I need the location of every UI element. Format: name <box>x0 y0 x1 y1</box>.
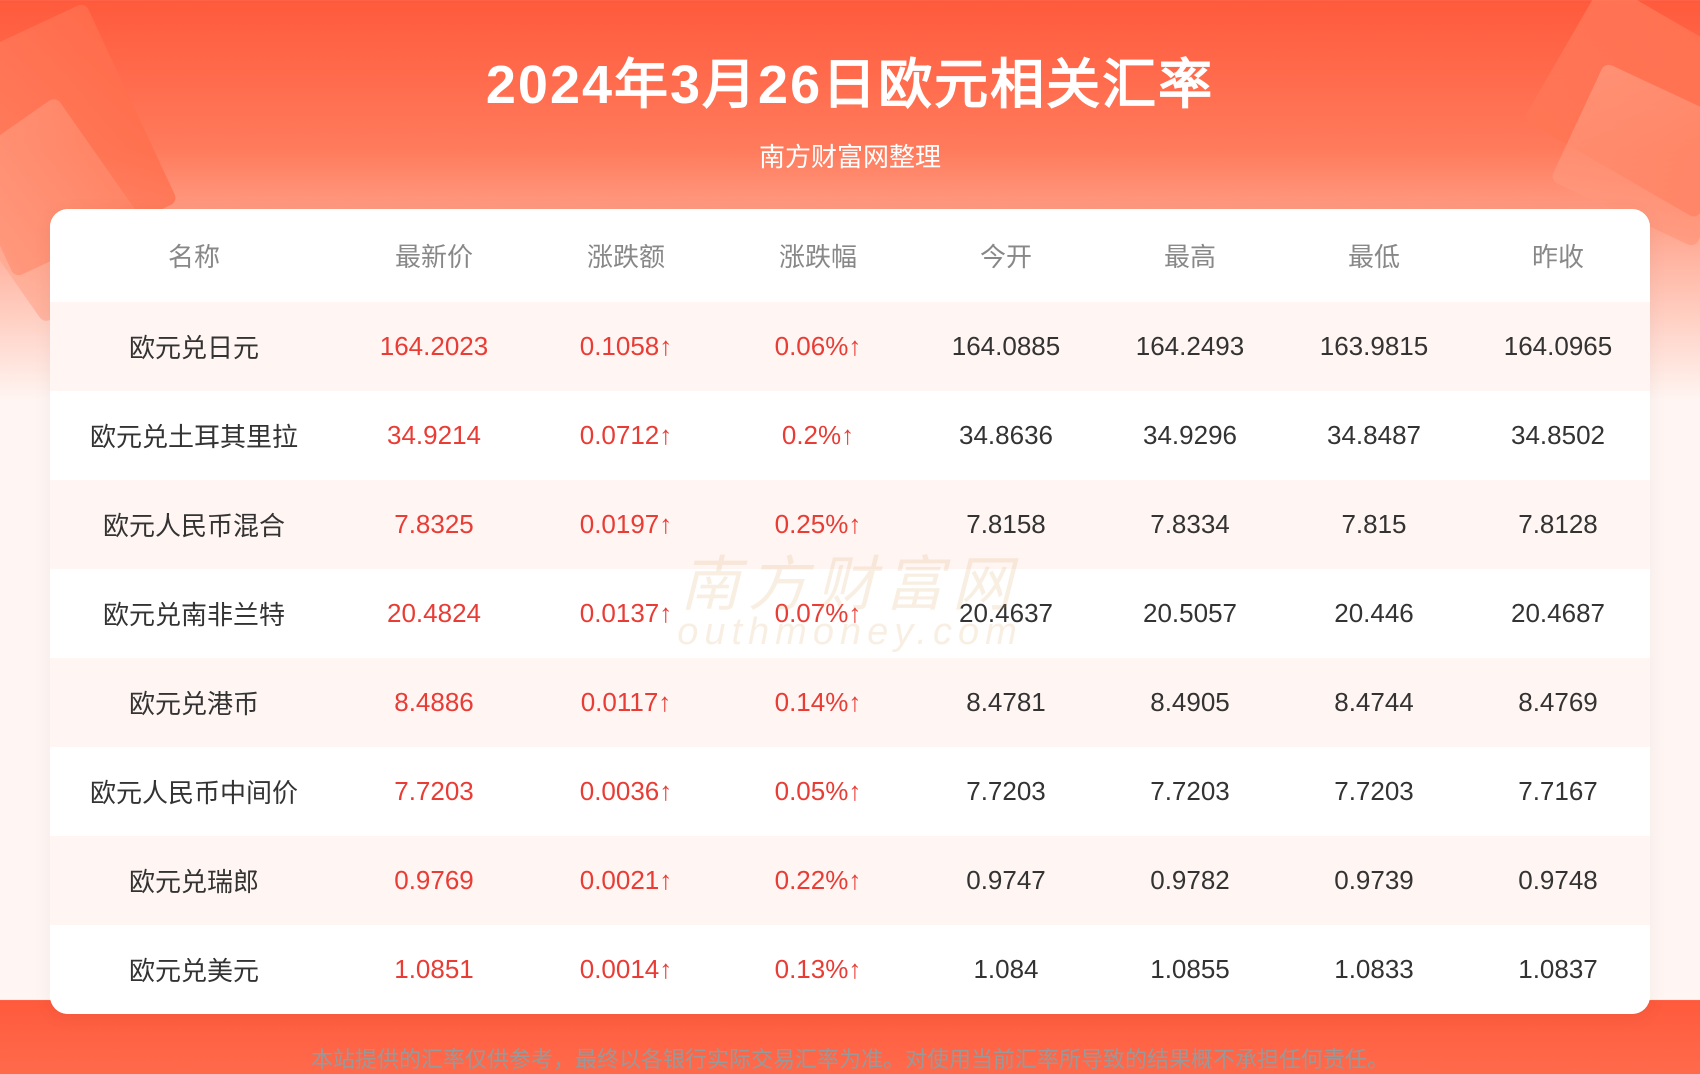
cell-prev: 8.4769 <box>1466 658 1650 747</box>
cell-latest: 7.8325 <box>338 480 530 569</box>
cell-open: 164.0885 <box>914 302 1098 391</box>
cell-pct: 0.22%↑ <box>722 836 914 925</box>
cell-high: 20.5057 <box>1098 569 1282 658</box>
cell-change: 0.0712↑ <box>530 391 722 480</box>
col-header-pct: 涨跌幅 <box>722 209 914 302</box>
cell-change: 0.0021↑ <box>530 836 722 925</box>
table-header-row: 名称 最新价 涨跌额 涨跌幅 今开 最高 最低 昨收 <box>50 209 1650 302</box>
cell-open: 7.7203 <box>914 747 1098 836</box>
col-header-low: 最低 <box>1282 209 1466 302</box>
cell-low: 7.815 <box>1282 480 1466 569</box>
cell-name: 欧元兑美元 <box>50 925 338 1014</box>
cell-name: 欧元人民币混合 <box>50 480 338 569</box>
cell-change: 0.1058↑ <box>530 302 722 391</box>
cell-low: 163.9815 <box>1282 302 1466 391</box>
cell-latest: 20.4824 <box>338 569 530 658</box>
cell-prev: 0.9748 <box>1466 836 1650 925</box>
cell-prev: 1.0837 <box>1466 925 1650 1014</box>
table-body: 欧元兑日元 164.2023 0.1058↑ 0.06%↑ 164.0885 1… <box>50 302 1650 1014</box>
cell-open: 7.8158 <box>914 480 1098 569</box>
cell-latest: 8.4886 <box>338 658 530 747</box>
table-row: 欧元兑日元 164.2023 0.1058↑ 0.06%↑ 164.0885 1… <box>50 302 1650 391</box>
cell-low: 1.0833 <box>1282 925 1466 1014</box>
cell-change: 0.0137↑ <box>530 569 722 658</box>
cell-name: 欧元兑瑞郎 <box>50 836 338 925</box>
cell-prev: 20.4687 <box>1466 569 1650 658</box>
cell-change: 0.0117↑ <box>530 658 722 747</box>
col-header-prev: 昨收 <box>1466 209 1650 302</box>
cell-change: 0.0014↑ <box>530 925 722 1014</box>
cell-low: 8.4744 <box>1282 658 1466 747</box>
disclaimer-text: 本站提供的汇率仅供参考，最终以各银行实际交易汇率为准。对使用当前汇率所导致的结果… <box>50 1042 1650 1074</box>
cell-latest: 1.0851 <box>338 925 530 1014</box>
cell-prev: 34.8502 <box>1466 391 1650 480</box>
cell-high: 34.9296 <box>1098 391 1282 480</box>
cell-low: 34.8487 <box>1282 391 1466 480</box>
exchange-rate-table: 名称 最新价 涨跌额 涨跌幅 今开 最高 最低 昨收 欧元兑日元 164.202… <box>50 209 1650 1014</box>
cell-prev: 7.7167 <box>1466 747 1650 836</box>
cell-high: 164.2493 <box>1098 302 1282 391</box>
cell-low: 7.7203 <box>1282 747 1466 836</box>
table-row: 欧元人民币中间价 7.7203 0.0036↑ 0.05%↑ 7.7203 7.… <box>50 747 1650 836</box>
cell-low: 20.446 <box>1282 569 1466 658</box>
cell-pct: 0.25%↑ <box>722 480 914 569</box>
cell-open: 34.8636 <box>914 391 1098 480</box>
cell-high: 7.8334 <box>1098 480 1282 569</box>
table-row: 欧元兑港币 8.4886 0.0117↑ 0.14%↑ 8.4781 8.490… <box>50 658 1650 747</box>
table-row: 欧元人民币混合 7.8325 0.0197↑ 0.25%↑ 7.8158 7.8… <box>50 480 1650 569</box>
cell-change: 0.0036↑ <box>530 747 722 836</box>
page-title: 2024年3月26日欧元相关汇率 <box>50 40 1650 119</box>
cell-name: 欧元兑土耳其里拉 <box>50 391 338 480</box>
cell-open: 8.4781 <box>914 658 1098 747</box>
cell-change: 0.0197↑ <box>530 480 722 569</box>
cell-open: 0.9747 <box>914 836 1098 925</box>
cell-high: 8.4905 <box>1098 658 1282 747</box>
cell-pct: 0.2%↑ <box>722 391 914 480</box>
col-header-change: 涨跌额 <box>530 209 722 302</box>
cell-name: 欧元人民币中间价 <box>50 747 338 836</box>
cell-latest: 7.7203 <box>338 747 530 836</box>
cell-name: 欧元兑南非兰特 <box>50 569 338 658</box>
col-header-open: 今开 <box>914 209 1098 302</box>
cell-pct: 0.13%↑ <box>722 925 914 1014</box>
cell-pct: 0.14%↑ <box>722 658 914 747</box>
cell-high: 1.0855 <box>1098 925 1282 1014</box>
table-row: 欧元兑南非兰特 20.4824 0.0137↑ 0.07%↑ 20.4637 2… <box>50 569 1650 658</box>
cell-latest: 164.2023 <box>338 302 530 391</box>
table-row: 欧元兑瑞郎 0.9769 0.0021↑ 0.22%↑ 0.9747 0.978… <box>50 836 1650 925</box>
cell-open: 20.4637 <box>914 569 1098 658</box>
cell-pct: 0.07%↑ <box>722 569 914 658</box>
cell-latest: 34.9214 <box>338 391 530 480</box>
cell-open: 1.084 <box>914 925 1098 1014</box>
table-row: 欧元兑土耳其里拉 34.9214 0.0712↑ 0.2%↑ 34.8636 3… <box>50 391 1650 480</box>
col-header-name: 名称 <box>50 209 338 302</box>
page-subtitle: 南方财富网整理 <box>50 137 1650 174</box>
col-header-high: 最高 <box>1098 209 1282 302</box>
cell-name: 欧元兑日元 <box>50 302 338 391</box>
cell-name: 欧元兑港币 <box>50 658 338 747</box>
cell-prev: 7.8128 <box>1466 480 1650 569</box>
cell-low: 0.9739 <box>1282 836 1466 925</box>
rate-table-wrapper: 南方财富网 outhmoney.com 名称 最新价 涨跌额 涨跌幅 今开 最高… <box>50 209 1650 1014</box>
table-row: 欧元兑美元 1.0851 0.0014↑ 0.13%↑ 1.084 1.0855… <box>50 925 1650 1014</box>
cell-high: 7.7203 <box>1098 747 1282 836</box>
cell-high: 0.9782 <box>1098 836 1282 925</box>
cell-latest: 0.9769 <box>338 836 530 925</box>
cell-pct: 0.05%↑ <box>722 747 914 836</box>
main-container: 2024年3月26日欧元相关汇率 南方财富网整理 南方财富网 outhmoney… <box>0 0 1700 1074</box>
cell-pct: 0.06%↑ <box>722 302 914 391</box>
col-header-latest: 最新价 <box>338 209 530 302</box>
cell-prev: 164.0965 <box>1466 302 1650 391</box>
